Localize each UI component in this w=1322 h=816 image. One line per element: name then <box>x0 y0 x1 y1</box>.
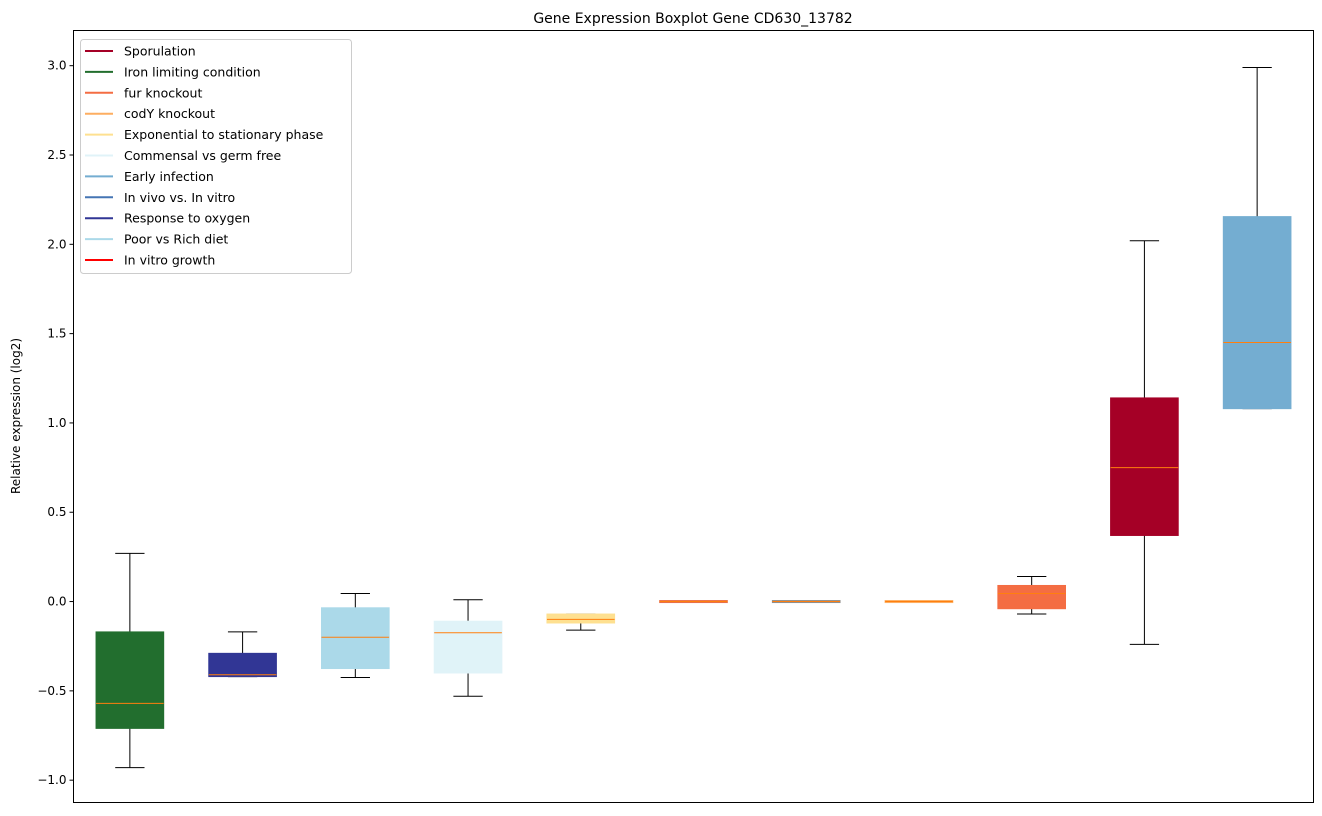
y-tick-label: 0.0 <box>47 595 66 609</box>
legend-label: Early infection <box>124 169 214 184</box>
box-9 <box>997 576 1067 615</box>
box-3 <box>321 593 390 678</box>
box-1 <box>95 552 165 769</box>
box-11 <box>1222 66 1292 410</box>
box-10 <box>1110 240 1179 645</box>
boxes <box>95 66 1292 769</box>
legend-label: Iron limiting condition <box>124 64 261 79</box>
legend-label: Response to oxygen <box>124 211 250 226</box>
y-axis-label: Relative expression (log2) <box>9 338 23 494</box>
legend-label: In vitro growth <box>124 253 215 268</box>
box-iqr <box>997 584 1067 610</box>
box-5 <box>546 613 616 631</box>
legend-label: fur knockout <box>124 85 202 100</box>
y-tick-label: 2.0 <box>47 237 66 251</box>
y-tick-label: 1.0 <box>47 416 66 430</box>
y-tick-label: 1.5 <box>47 327 66 341</box>
y-tick-label: 2.5 <box>47 148 66 162</box>
box-iqr <box>1222 216 1292 410</box>
chart-title: Gene Expression Boxplot Gene CD630_13782 <box>533 11 852 27</box>
box-4 <box>433 599 503 697</box>
box-6 <box>659 600 728 604</box>
y-tick-label: 3.0 <box>47 59 66 73</box>
box-iqr <box>95 631 165 729</box>
legend-label: In vivo vs. In vitro <box>124 190 235 205</box>
box-iqr <box>208 652 277 678</box>
y-tick-label: −0.5 <box>37 684 66 698</box>
legend-label: codY knockout <box>124 106 215 121</box>
box-8 <box>884 600 954 604</box>
legend-frame <box>80 39 352 274</box>
y-tick-label: 0.5 <box>47 505 66 519</box>
y-tick-label: −1.0 <box>37 773 66 787</box>
box-iqr <box>433 620 503 674</box>
plot-frame <box>73 30 1314 803</box>
box-iqr <box>546 613 616 624</box>
legend-label: Commensal vs germ free <box>124 148 281 163</box>
legend-label: Poor vs Rich diet <box>124 232 228 247</box>
box-iqr <box>1110 397 1179 536</box>
y-axis-ticks: −1.0 −0.5 0.0 0.5 1.0 1.5 2.0 2.5 3.0 <box>37 59 74 787</box>
box-2 <box>208 631 277 678</box>
legend-label: Exponential to stationary phase <box>124 127 324 142</box>
box-iqr <box>321 607 390 670</box>
legend-label: Sporulation <box>124 44 196 59</box>
legend: Sporulation Iron limiting condition fur kn… <box>80 39 352 274</box>
box-7 <box>771 600 841 604</box>
